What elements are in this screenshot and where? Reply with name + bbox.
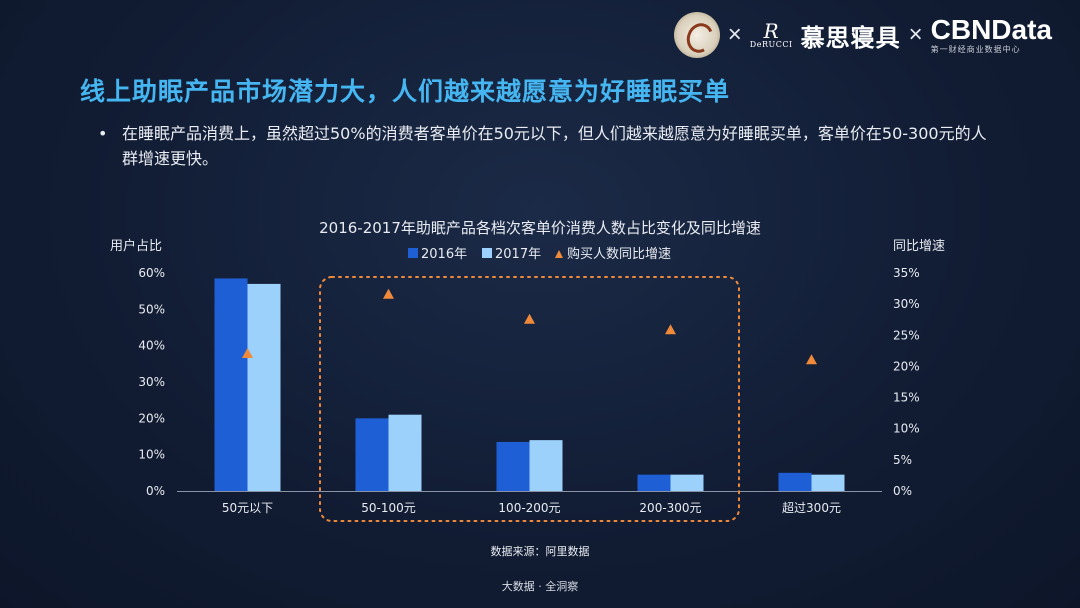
growth-marker [383, 288, 394, 299]
page-title: 线上助眠产品市场潜力大，人们越来越愿意为好睡眠买单 [80, 77, 731, 106]
chart-title: 2016-2017年助眠产品各档次客单价消费人数占比变化及同比增速 [319, 219, 761, 237]
legend-triangle-icon [555, 250, 563, 258]
category-label: 200-300元 [639, 501, 701, 515]
left-tick-label: 30% [138, 375, 165, 389]
legend-label-2016: 2016年 [421, 247, 467, 262]
growth-markers [242, 288, 817, 365]
right-tick-label: 30% [893, 297, 920, 311]
cbndata-subtitle: 第一财经商业数据中心 [930, 45, 1021, 54]
bar-2017 [670, 474, 704, 491]
growth-marker [806, 354, 817, 365]
right-tick-label: 5% [893, 453, 912, 467]
category-labels: 50元以下 50-100元 100-200元 200-300元 超过300元 [222, 500, 841, 515]
derucci-mark: R [763, 19, 779, 43]
bullet-point: • 在睡眠产品消费上，虽然超过50%的消费者客单价在50元以下，但人们越来越愿意… [98, 121, 998, 171]
seal-logo-icon [673, 12, 720, 58]
legend-swatch-2016 [408, 248, 418, 258]
right-axis-ticks: 0% 5% 10% 15% 20% 25% 30% 35% [893, 266, 920, 498]
right-tick-label: 20% [893, 359, 920, 373]
left-tick-label: 60% [138, 266, 165, 280]
bar-2017 [388, 414, 422, 491]
legend-label-2017: 2017年 [495, 247, 541, 262]
left-tick-label: 50% [138, 302, 165, 316]
category-label: 50-100元 [361, 501, 416, 515]
bar-2016 [355, 418, 389, 491]
footer-tagline: 大数据 · 全洞察 [501, 580, 579, 593]
category-label: 100-200元 [498, 501, 560, 515]
bar-2017 [529, 440, 563, 491]
left-axis-label: 用户占比 [110, 238, 162, 254]
growth-marker [524, 313, 535, 324]
partner-logos: × R DeRUCCI 慕思寝具 × CBNData 第一财经商业数据中心 [673, 10, 1052, 60]
left-tick-label: 20% [138, 411, 165, 425]
times-sign-2: × [908, 21, 923, 48]
cbndata-title: CBNData [930, 14, 1052, 45]
legend-label-growth: 购买人数同比增速 [567, 246, 671, 262]
bar-2016 [214, 278, 248, 491]
bullet-text: 在睡眠产品消费上，虽然超过50%的消费者客单价在50元以下，但人们越来越愿意为好… [122, 124, 987, 168]
chart-legend: 2016年 2017年 购买人数同比增速 [408, 246, 671, 262]
category-label: 50元以下 [222, 501, 273, 515]
left-axis-ticks: 0% 10% 20% 30% 40% 50% 60% [138, 266, 165, 498]
right-tick-label: 15% [893, 391, 920, 405]
brand-name-cn: 慕思寝具 [800, 22, 901, 52]
left-tick-label: 40% [138, 339, 165, 353]
highlight-box [319, 276, 740, 522]
right-tick-label: 10% [893, 422, 920, 436]
right-tick-label: 35% [893, 266, 920, 280]
legend-swatch-2017 [482, 248, 492, 258]
derucci-brand: DeRUCCI [749, 40, 793, 49]
bar-marks [214, 278, 845, 491]
growth-marker [665, 324, 676, 335]
bar-2016 [778, 472, 812, 491]
bar-2016 [496, 441, 530, 491]
right-axis-label: 同比增速 [893, 239, 945, 254]
cbndata-logo: CBNData 第一财经商业数据中心 [931, 16, 1052, 54]
left-tick-label: 0% [146, 484, 165, 498]
data-source: 数据来源：阿里数据 [491, 544, 590, 558]
right-tick-label: 25% [893, 328, 920, 342]
derucci-logo: R DeRUCCI [750, 21, 793, 49]
growth-marker [242, 347, 253, 358]
bar-2016 [637, 474, 671, 491]
bar-2017 [247, 283, 281, 491]
bullet-dot: • [98, 124, 108, 143]
category-label: 超过300元 [782, 500, 841, 515]
left-tick-label: 10% [138, 448, 165, 462]
bar-2017 [811, 474, 845, 491]
right-tick-label: 0% [893, 484, 912, 498]
times-sign: × [727, 21, 742, 48]
